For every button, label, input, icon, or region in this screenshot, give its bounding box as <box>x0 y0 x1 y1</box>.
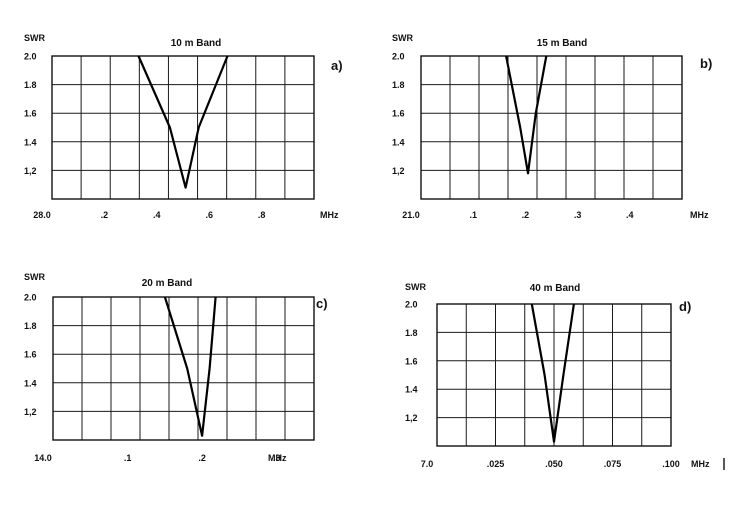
x-tick-label: .4 <box>153 210 161 220</box>
y-tick-label: 1.4 <box>392 137 405 147</box>
x-axis-label: MHz <box>690 210 709 220</box>
swr-panel-1: 2.0 1.8 1.6 1.4 1,2 28.0 .2 .4 .6 .8 MHz SWR 10 m Ba… <box>24 33 343 220</box>
y-tick-label: 1.4 <box>24 137 37 147</box>
x-tick-label: .2 <box>101 210 109 220</box>
plot-frame <box>52 296 315 441</box>
y-tick-label: 1.8 <box>24 80 37 90</box>
y-tick-label: 1.4 <box>405 385 418 395</box>
x-tick-label: 14.0 <box>34 453 52 463</box>
x-tick-label: .1 <box>469 210 477 220</box>
x-tick-label: 28.0 <box>33 210 51 220</box>
y-tick-label: 1.6 <box>24 109 37 119</box>
y-tick-label: 1.8 <box>405 328 418 338</box>
y-tick-label: 2.0 <box>405 300 418 310</box>
x-tick-label: .1 <box>124 453 132 463</box>
y-tick-label: 1,2 <box>405 413 418 423</box>
x-tick-label: .3 <box>273 453 281 463</box>
y-tick-label: 1.6 <box>405 356 418 366</box>
panel-label: a) <box>331 58 343 73</box>
y-axis-label: SWR <box>24 33 45 43</box>
y-tick-label: 1.4 <box>24 378 37 388</box>
y-tick-label: 1.6 <box>392 109 405 119</box>
x-tick-label: .2 <box>198 453 206 463</box>
swr-panel-4: 2.0 1.8 1.6 1.4 1,2 7.0 .025 .050 .075 .100 MHz SWR… <box>405 282 710 469</box>
chart-title: 20 m Band <box>142 278 193 289</box>
panel-label: b) <box>700 56 712 71</box>
y-tick-label: 1.8 <box>392 80 405 90</box>
x-tick-label: .2 <box>522 210 530 220</box>
swr-curve <box>163 296 217 437</box>
plot-frame <box>436 303 672 447</box>
y-tick-label: 1.8 <box>24 321 37 331</box>
panel-label: c) <box>316 296 328 311</box>
y-tick-label: 2.0 <box>24 293 37 303</box>
plot-frame <box>420 55 683 200</box>
chart-title: 10 m Band <box>171 38 222 49</box>
x-axis-label: MHz <box>691 459 710 469</box>
x-tick-label: .3 <box>574 210 582 220</box>
swr-curve <box>505 55 548 175</box>
x-tick-label: .025 <box>487 459 505 469</box>
x-tick-label: .8 <box>258 210 266 220</box>
swr-curve <box>137 55 229 189</box>
x-tick-label: 21.0 <box>402 210 420 220</box>
x-tick-label: .075 <box>604 459 622 469</box>
x-tick-label: .6 <box>205 210 213 220</box>
x-tick-label: 7.0 <box>421 459 434 469</box>
y-tick-label: 1,2 <box>24 407 37 417</box>
y-tick-label: 1,2 <box>392 166 405 176</box>
swr-panel-2: 2.0 1.8 1.6 1.4 1,2 21.0 .1 .2 .3 .4 MHz SWR 15 m Ba… <box>392 33 712 220</box>
x-tick-label: .100 <box>662 459 680 469</box>
swr-curve <box>530 303 575 443</box>
x-tick-label: .050 <box>545 459 563 469</box>
y-tick-label: 1,2 <box>24 166 37 176</box>
chart-title: 15 m Band <box>537 38 588 49</box>
x-axis-label: MHz <box>268 453 287 463</box>
y-tick-label: 2.0 <box>392 52 405 62</box>
y-axis-label: SWR <box>24 272 45 282</box>
plot-frame <box>51 55 315 200</box>
y-tick-label: 2.0 <box>24 52 37 62</box>
panel-label: d) <box>679 299 691 314</box>
x-axis-label: MHz <box>320 210 339 220</box>
y-tick-label: 1.6 <box>24 350 37 360</box>
y-axis-label: SWR <box>392 33 413 43</box>
y-axis-label: SWR <box>405 282 426 292</box>
x-tick-label: .4 <box>626 210 634 220</box>
chart-title: 40 m Band <box>530 283 581 294</box>
